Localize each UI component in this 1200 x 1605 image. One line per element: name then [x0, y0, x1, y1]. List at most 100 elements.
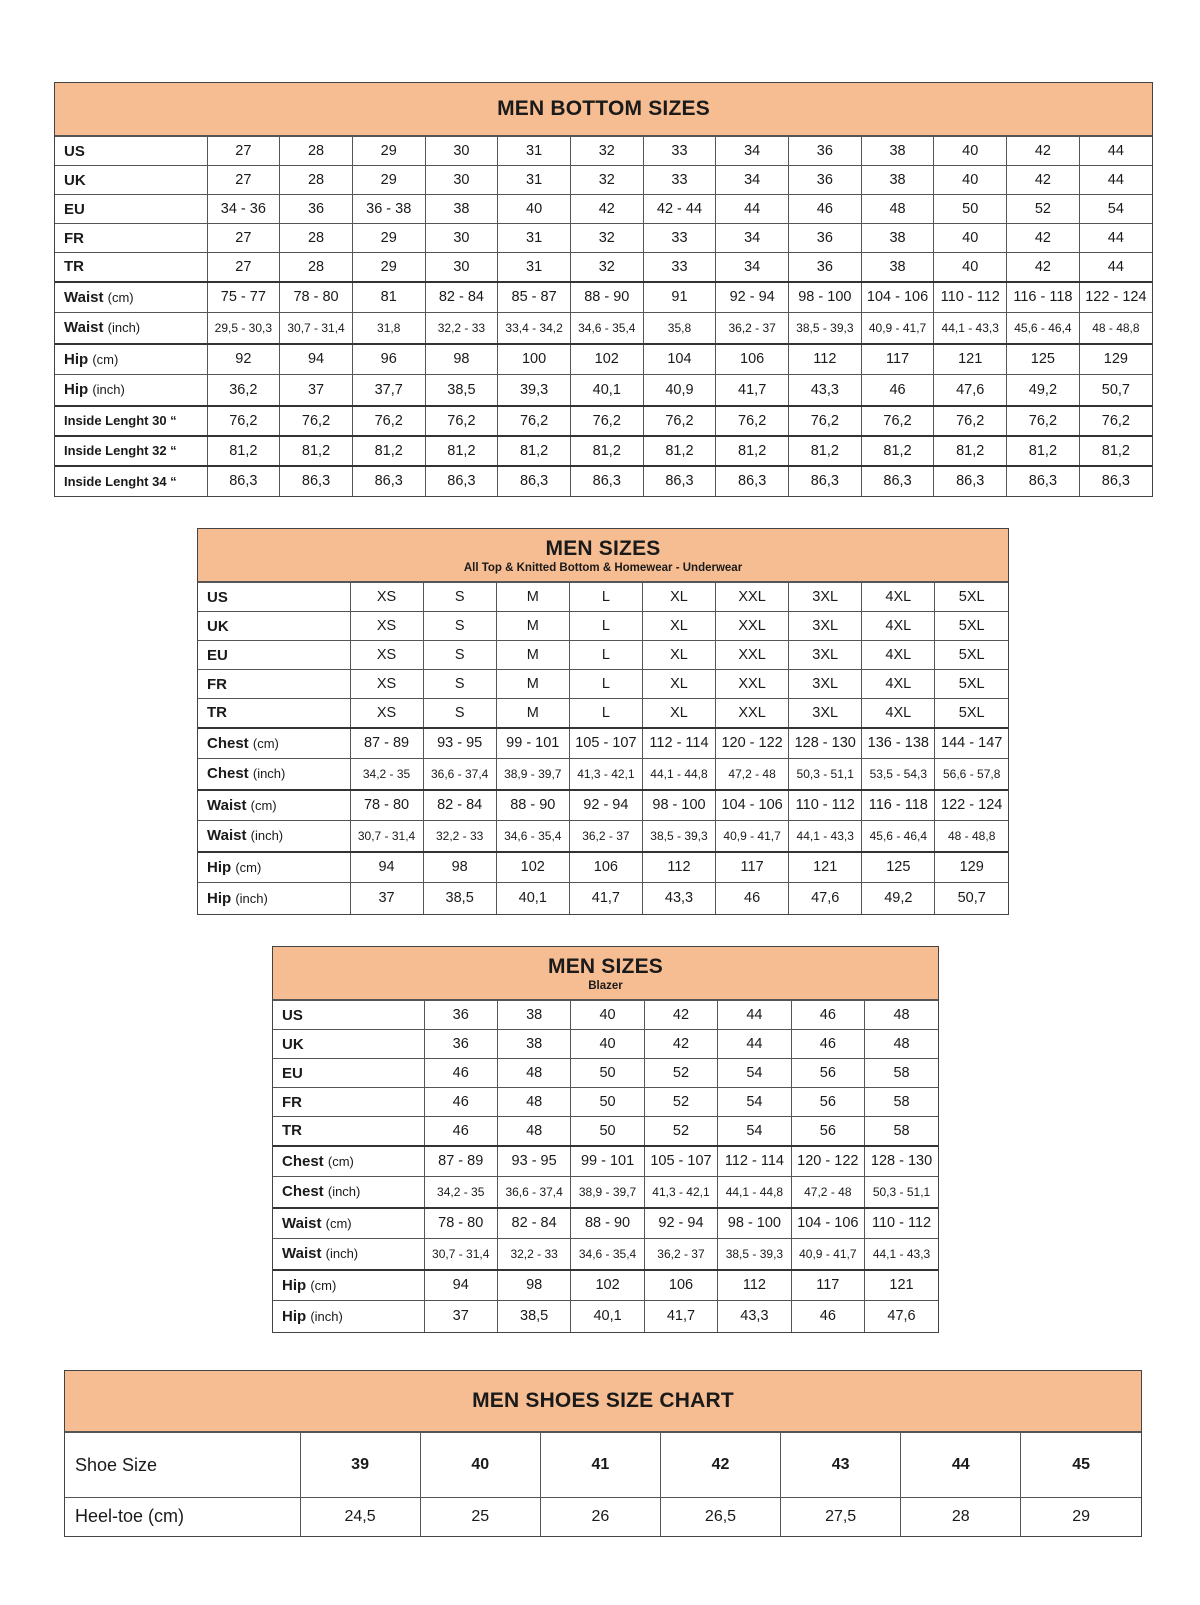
size-cell: 98 [496, 1268, 572, 1301]
size-cell: 34 [715, 252, 789, 282]
size-cell: 94 [279, 342, 353, 375]
size-cell: 121 [933, 342, 1008, 375]
size-cell: 38,5 [496, 1300, 572, 1332]
size-cell: 37,7 [351, 374, 426, 406]
size-cell: 76,2 [206, 404, 281, 436]
row-label-text: EU [282, 1064, 303, 1082]
table-row: Waist (inch) 29,5 - 30,3 30,7 - 31,4 31,8 32… [55, 312, 1152, 344]
size-cell: 38 [496, 1029, 572, 1059]
size-cell: 98 [422, 850, 497, 883]
size-cell: 76,2 [1078, 404, 1152, 436]
size-cell: 102 [569, 342, 644, 375]
row-label: EU [198, 640, 351, 670]
table-row: Waist (cm) 78 - 80 82 - 84 88 - 90 92 - 94 98… [273, 1206, 938, 1239]
size-grid: Shoe Size 39 40 41 42 43 44 45 Heel-toe (cm) 24,5… [65, 1432, 1141, 1536]
size-cell: M [495, 582, 570, 612]
size-cell: 86,3 [788, 464, 862, 496]
size-cell: 44,1 - 44,8 [641, 758, 717, 790]
size-cell: 125 [861, 850, 936, 883]
size-cell: 128 - 130 [788, 726, 863, 759]
size-cell: 49,2 [861, 882, 936, 914]
size-cell: 26,5 [659, 1497, 782, 1536]
size-cell: 88 - 90 [570, 1206, 645, 1239]
row-label-text: EU [64, 200, 85, 218]
table-row: US 27 28 29 30 31 32 33 34 36 38 40 42 44 [55, 136, 1152, 166]
size-cell: 38,5 - 39,3 [788, 312, 862, 344]
size-cell: 48 [496, 1058, 572, 1088]
table-title: MEN BOTTOM SIZES [497, 97, 710, 120]
size-cell: 32,2 - 33 [424, 312, 499, 344]
size-cell: 120 - 122 [715, 726, 790, 759]
size-cell: 76,2 [351, 404, 426, 436]
size-cell: 48 - 48,8 [1078, 312, 1152, 344]
table-row: Waist (cm) 78 - 80 82 - 84 88 - 90 92 - 94 98… [198, 788, 1008, 821]
size-cell: 56,6 - 57,8 [934, 758, 1008, 790]
size-cell: 5XL [934, 582, 1008, 612]
size-cell: 86,3 [424, 464, 499, 496]
size-cell: 44 [717, 1029, 792, 1059]
size-cell: 38 [860, 223, 935, 253]
row-label-unit: (inch) [252, 766, 286, 782]
size-cell: 31 [497, 165, 571, 195]
size-cell: 33 [642, 223, 717, 253]
size-cell: 96 [351, 342, 426, 375]
size-cell: 121 [864, 1268, 938, 1301]
table-header: MEN SIZES Blazer [273, 947, 938, 1000]
size-cell: 76,2 [1006, 404, 1080, 436]
size-cell: 75 - 77 [206, 280, 281, 313]
size-cell: 34,2 - 35 [349, 758, 424, 790]
size-cell: 81,2 [351, 434, 426, 466]
table-row: EU XS S M L XL XXL 3XL 4XL 5XL [198, 640, 1008, 670]
size-cell: 40 [933, 136, 1008, 166]
table-row: UK 36 38 40 42 44 46 48 [273, 1029, 938, 1059]
size-cell: S [422, 669, 497, 699]
row-label-text: Chest [282, 1152, 324, 1170]
size-cell: 42 [1006, 165, 1080, 195]
size-cell: 34,6 - 35,4 [570, 1238, 645, 1270]
size-cell: 81,2 [206, 434, 281, 466]
row-label: Inside Lenght 30 “ [55, 404, 208, 436]
size-cell: 30,7 - 31,4 [279, 312, 353, 344]
size-cell: 40 [497, 194, 571, 224]
size-cell: 98 - 100 [788, 280, 862, 313]
size-cell: L [568, 698, 643, 728]
size-cell: 81,2 [569, 434, 644, 466]
row-label-text: Hip [207, 858, 232, 876]
size-cell: 33,4 - 34,2 [497, 312, 571, 344]
size-cell: 76,2 [860, 404, 935, 436]
size-cell: 56 [790, 1116, 866, 1146]
size-cell: 44 [900, 1432, 1022, 1498]
size-cell: L [568, 669, 643, 699]
row-label-text: Hip [207, 889, 232, 907]
size-cell: 45,6 - 46,4 [861, 820, 936, 852]
size-cell: 99 - 101 [495, 726, 570, 759]
size-cell: 81,2 [424, 434, 499, 466]
size-cell: 50,3 - 51,1 [788, 758, 863, 790]
size-cell: 40,1 [569, 374, 644, 406]
row-label: US [273, 1000, 425, 1030]
size-cell: 43,3 [788, 374, 862, 406]
row-label: Hip (inch) [273, 1300, 425, 1332]
size-cell: 34 [715, 223, 789, 253]
size-cell: 5XL [934, 640, 1008, 670]
size-cell: 47,2 - 48 [715, 758, 790, 790]
size-cell: 28 [900, 1497, 1022, 1536]
row-label: Chest (cm) [198, 726, 351, 759]
table-row: Chest (inch) 34,2 - 35 36,6 - 37,4 38,9 - 3… [273, 1176, 938, 1208]
size-cell: 40 [933, 252, 1008, 282]
size-cell: 37 [423, 1300, 498, 1332]
size-cell: 44,1 - 43,3 [933, 312, 1008, 344]
size-cell: 41,3 - 42,1 [568, 758, 643, 790]
table-subtitle: Blazer [588, 979, 623, 992]
row-label-unit: (inch) [235, 890, 268, 906]
table-row: Waist (inch) 30,7 - 31,4 32,2 - 33 34,6 - 3… [273, 1238, 938, 1270]
size-cell: XS [349, 698, 424, 728]
row-label-text: Shoe Size [75, 1454, 158, 1475]
row-label-unit: (inch) [107, 320, 141, 336]
table-row: FR 46 48 50 52 54 56 58 [273, 1087, 938, 1117]
row-label-text: Chest [282, 1183, 324, 1201]
size-cell: 81,2 [1006, 434, 1080, 466]
men-sizes-tops-table: MEN SIZES All Top & Knitted Bottom & Home… [197, 528, 1009, 915]
size-cell: 93 - 95 [496, 1144, 572, 1177]
row-label-unit: (cm) [107, 289, 134, 305]
